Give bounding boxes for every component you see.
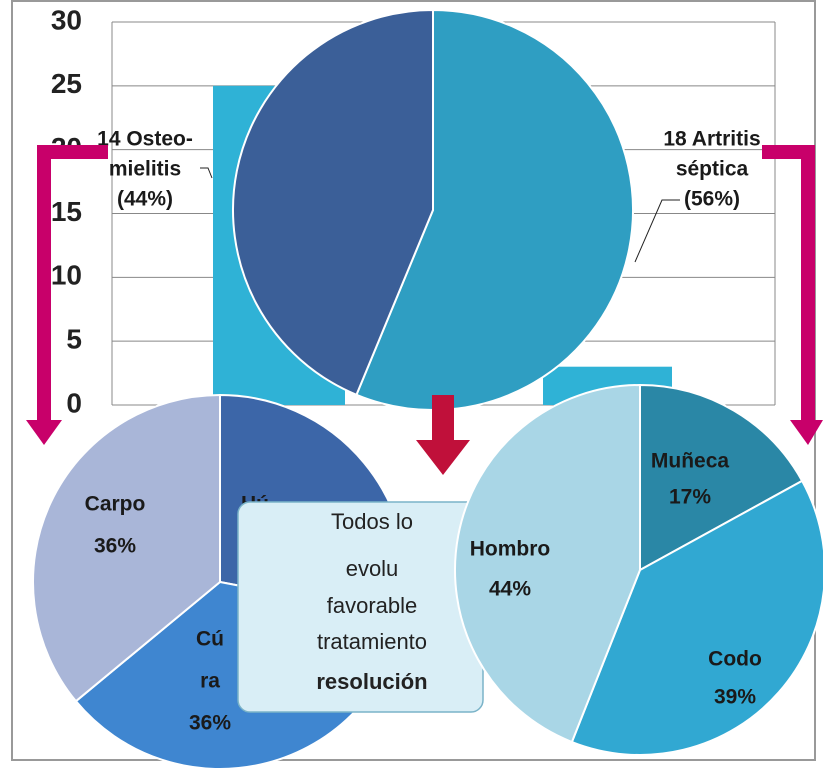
slice-label: (44%) — [117, 188, 173, 211]
text-line: favorable — [327, 593, 418, 618]
pie-slice — [355, 8, 634, 411]
text-line: resolución — [316, 669, 427, 694]
arrows — [26, 145, 823, 475]
text-box: Todos lo evolu favorable tratamiento resoluc… — [237, 501, 484, 713]
arrow-head — [26, 420, 62, 445]
pie-slice — [570, 479, 823, 756]
slice-label: Carpo — [85, 493, 146, 516]
leader-line — [200, 167, 213, 179]
right-bracket — [762, 145, 815, 425]
slice-label: 44% — [489, 578, 531, 601]
y-tick-label: 30 — [51, 4, 82, 35]
slice-label: 18 Artritis — [663, 128, 760, 151]
pie-slice — [32, 393, 221, 703]
left-bracket — [37, 145, 108, 425]
y-tick-label: 0 — [66, 387, 82, 418]
slice-label: 36% — [94, 535, 136, 558]
slice-label: Hombro — [470, 538, 551, 561]
pie-slice — [454, 383, 641, 744]
y-tick-label: 10 — [51, 260, 82, 291]
y-tick-label: 15 — [51, 196, 82, 227]
slice-label: 36% — [189, 712, 231, 735]
slice-label: (56%) — [684, 188, 740, 211]
down-arrow — [416, 395, 470, 475]
y-tick-label: 25 — [51, 68, 82, 99]
slice-label: 39% — [714, 686, 756, 709]
slice-label: séptica — [676, 158, 749, 181]
slice-label: 17% — [669, 486, 711, 509]
text-line: evolu — [346, 556, 399, 581]
slice-label: Muñeca — [651, 450, 730, 473]
leader-line — [634, 199, 680, 263]
slice-label: mielitis — [109, 158, 181, 181]
slice-label: Cú — [196, 628, 224, 651]
text-line: Todos lo — [331, 509, 413, 534]
slice-label: 14 Osteo- — [97, 128, 193, 151]
slice-label: Codo — [708, 648, 762, 671]
text-line: tratamiento — [317, 629, 427, 654]
y-tick-label: 5 — [66, 324, 82, 355]
right-pie: Muñeca 17% Codo 39% Hombro 44% — [454, 383, 823, 756]
arrow-head — [790, 420, 823, 445]
pie-slice — [232, 8, 434, 397]
slice-label: ra — [200, 670, 220, 693]
pie-slice — [639, 383, 804, 572]
top-pie: 18 Artritis séptica (56%) 14 Osteo-mielitis… — [97, 8, 761, 411]
